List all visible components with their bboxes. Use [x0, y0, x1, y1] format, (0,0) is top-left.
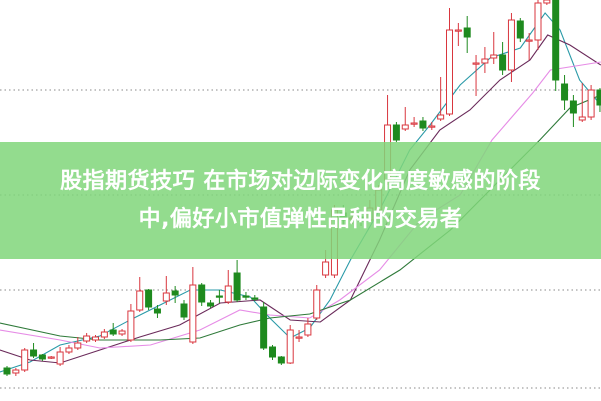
candle-up — [587, 89, 595, 118]
candle-up — [543, 0, 551, 4]
candle-down — [260, 306, 268, 349]
candle-up — [410, 122, 418, 125]
candle-up — [286, 329, 294, 364]
candle-down — [516, 20, 524, 39]
candle-down — [38, 354, 46, 360]
candle-down — [596, 89, 601, 106]
candle-down — [242, 295, 250, 298]
candle-up — [472, 62, 480, 65]
candle-up — [313, 289, 321, 319]
candle-up — [83, 335, 91, 342]
candle-up — [136, 290, 144, 311]
candle-up — [74, 342, 82, 349]
candle-up — [100, 331, 108, 338]
candle-up — [295, 336, 303, 339]
candle-down — [30, 349, 38, 357]
candle-up — [578, 116, 586, 121]
candle-up — [224, 285, 232, 303]
candle-down — [392, 124, 400, 141]
candle-up — [21, 349, 29, 371]
candle-down — [277, 356, 285, 364]
candle-down — [561, 83, 569, 101]
candle-down — [215, 295, 223, 298]
candle-up — [525, 39, 533, 42]
candle-down — [198, 284, 206, 303]
candle-down — [207, 302, 215, 307]
candle-up — [118, 330, 126, 335]
candle-down — [569, 100, 577, 114]
candle-up — [92, 336, 99, 341]
candle-down — [145, 289, 153, 308]
candle-down — [180, 303, 188, 318]
candle-up — [47, 356, 55, 359]
candle-up — [65, 347, 73, 353]
candle-down — [419, 120, 427, 129]
candle-up — [454, 29, 462, 32]
candle-up — [428, 125, 436, 128]
candle-up — [189, 284, 197, 343]
candle-up — [12, 369, 20, 374]
candle-up — [304, 323, 312, 336]
banner-title-line-1: 股指期货技巧 在市场对边际变化高度敏感的阶段 — [60, 168, 541, 194]
candle-down — [499, 54, 507, 71]
candle-up — [490, 54, 498, 59]
candle-up — [446, 29, 453, 115]
banner-title-line-2: 中,偏好小市值弹性品种的交易者 — [138, 206, 463, 232]
candle-down — [153, 308, 161, 314]
candle-up — [127, 310, 135, 341]
candle-down — [109, 329, 117, 335]
candle-down — [171, 290, 179, 296]
candle-up — [162, 292, 170, 302]
candle-up — [481, 58, 489, 64]
candle-up — [507, 19, 515, 71]
candle-down — [251, 297, 259, 300]
candle-down — [269, 346, 276, 358]
candle-up — [534, 2, 542, 41]
candle-up — [56, 351, 64, 365]
candle-down — [233, 272, 241, 301]
candle-down — [552, 0, 560, 81]
candle-up — [437, 114, 445, 120]
title-banner: 股指期货技巧 在市场对边际变化高度敏感的阶段 中,偏好小市值弹性品种的交易者 — [0, 142, 601, 259]
candle-down — [463, 27, 471, 38]
candle-up — [401, 124, 409, 130]
candle-up — [322, 261, 330, 276]
candle-down — [3, 367, 11, 375]
